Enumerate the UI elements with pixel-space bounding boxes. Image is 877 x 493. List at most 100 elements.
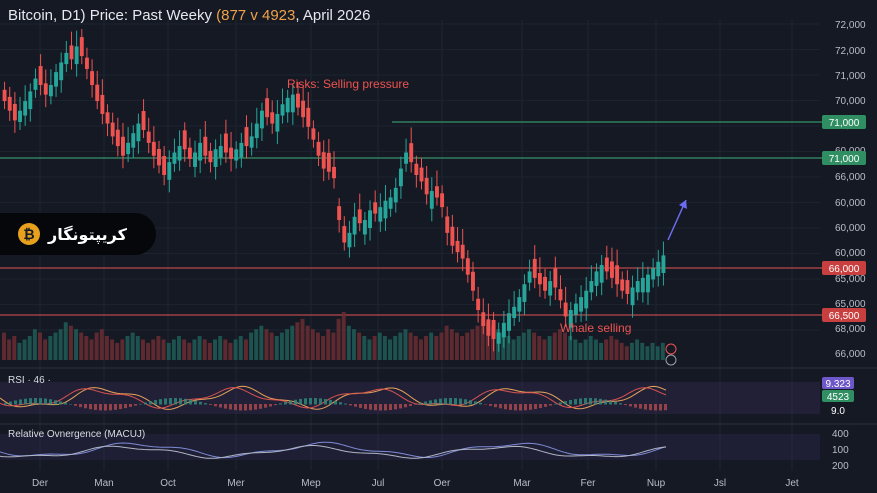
title-suffix: , April 2026 (295, 7, 371, 24)
candle-body (563, 302, 568, 317)
rsi-hist-bar (9, 401, 12, 405)
candle-body (162, 156, 167, 175)
volume-bar (527, 329, 531, 360)
macd-tick-label: 400 (832, 429, 849, 440)
volume-bar (104, 336, 109, 360)
volume-bar (629, 342, 634, 360)
rsi-hist-bar (659, 404, 662, 411)
level-tag-label: 71,000 (829, 118, 860, 129)
volume-bar (485, 322, 490, 360)
candle-body (193, 152, 197, 167)
candle-body (362, 220, 367, 235)
rsi-hist-bar (634, 404, 637, 408)
candle-body (213, 149, 218, 167)
candle-body (296, 93, 300, 108)
volume-bar (418, 339, 423, 360)
candle-body (630, 287, 635, 306)
rsi-hist-bar (304, 398, 307, 405)
candle-body (604, 257, 609, 272)
candle-body (316, 141, 321, 156)
candle-body (110, 122, 115, 137)
rsi-hist-bar (259, 404, 262, 409)
candle-body (635, 281, 640, 293)
rsi-hist-bar (399, 404, 402, 409)
volume-bar (619, 342, 624, 360)
rsi-hist-bar (584, 398, 587, 405)
candle-body (404, 152, 409, 164)
volume-bar (382, 336, 387, 360)
price-tick-label: 72,000 (835, 20, 866, 31)
volume-bar (140, 339, 145, 360)
rsi-hist-bar (434, 399, 437, 405)
volume-bar (115, 342, 120, 360)
candle-body (527, 271, 532, 283)
volume-bar (290, 325, 295, 360)
rsi-hist-bar (494, 404, 497, 408)
rsi-hist-bar (449, 398, 452, 405)
volume-bar (12, 336, 17, 360)
volume-bar (506, 336, 511, 360)
volume-bar (156, 336, 161, 360)
level-tag (822, 261, 866, 275)
rsi-hist-bar (509, 404, 512, 410)
rsi-hist-bar (179, 398, 182, 405)
x-tick-label: Oct (160, 478, 176, 489)
rsi-hist-bar (579, 398, 582, 405)
volume-bar (568, 336, 573, 360)
rsi-hist-bar (534, 404, 537, 410)
candle-body (18, 110, 22, 122)
candle-body (223, 133, 228, 153)
volume-bar (259, 325, 264, 360)
rsi-hist-bar (359, 404, 362, 408)
candle-body (543, 276, 547, 291)
rsi-hist-bar (29, 398, 32, 405)
rsi-hist-bar (549, 404, 552, 406)
volume-bar (367, 339, 372, 360)
rsi-hist-bar (329, 399, 332, 405)
volume-bar (352, 329, 356, 360)
rsi-hist-bar (639, 404, 642, 409)
annotation-risks: Risks: Selling pressure (287, 77, 410, 91)
rsi-hist-bar (419, 402, 422, 405)
volume-bar (48, 336, 53, 360)
volume-bar (254, 329, 259, 360)
candle-body (573, 303, 578, 315)
candle-body (393, 187, 398, 203)
brand-name: کریپتونگار (48, 224, 127, 244)
volume-bar (449, 329, 454, 360)
rsi-hist-bar (89, 404, 92, 410)
candle-body (373, 202, 378, 214)
candle-body (7, 96, 12, 111)
rsi-hist-bar (369, 404, 372, 410)
volume-bar (434, 336, 439, 360)
macd-signal-line (0, 445, 667, 459)
candle-body (460, 244, 465, 259)
rsi-hist-bar (519, 404, 522, 411)
volume-bar (182, 339, 187, 360)
rsi-hist-bar (254, 404, 257, 410)
rsi-hist-bar (624, 404, 627, 406)
candle-body (594, 271, 599, 286)
volume-bar (588, 336, 593, 360)
volume-bar (393, 336, 398, 360)
candle-body (357, 209, 362, 224)
x-tick-label: Jet (785, 478, 799, 489)
volume-bar (300, 318, 305, 360)
candle-body (496, 332, 501, 344)
candle-body (74, 46, 79, 65)
rsi-hist-bar (379, 404, 382, 411)
rsi-hist-bar (429, 400, 432, 405)
rsi-signal-line (0, 387, 667, 409)
price-tick-label: 72,000 (835, 46, 866, 57)
volume-bar (197, 336, 202, 360)
rsi-hist-bar (409, 404, 412, 407)
event-marker-icon (665, 354, 677, 366)
candle-body (105, 112, 110, 124)
volume-bar (22, 339, 27, 360)
level-tag-label: 66,500 (829, 311, 860, 322)
volume-bar (542, 339, 547, 360)
volume-bar (635, 339, 640, 360)
rsi-hist-bar (654, 404, 657, 411)
price-tick-label: 66,000 (835, 349, 866, 360)
